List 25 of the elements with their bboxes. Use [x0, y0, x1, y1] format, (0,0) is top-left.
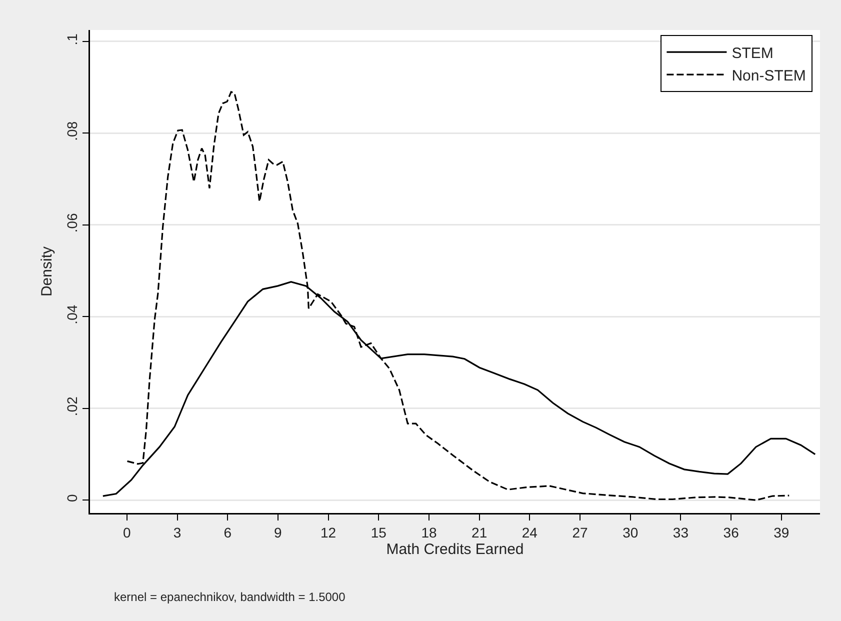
x-tick-label: 39 [774, 524, 790, 540]
x-tick-label: 30 [622, 524, 638, 540]
x-tick-label: 27 [572, 524, 588, 540]
y-axis-title: Density [38, 246, 56, 297]
y-tick-label: .04 [64, 304, 80, 324]
y-tick-label: .08 [64, 121, 80, 141]
x-tick-label: 12 [320, 524, 336, 540]
x-tick-label: 36 [723, 524, 740, 540]
x-tick-label: 9 [274, 524, 282, 540]
x-tick-label: 6 [224, 524, 232, 540]
y-tick-label: .06 [64, 212, 80, 233]
legend-label: STEM [732, 44, 774, 62]
text: kernel = epanechnikov, bandwidth = 1.5000 [114, 590, 346, 604]
y-tick-label: 0 [64, 494, 80, 502]
x-axis-title: Math Credits Earned [386, 541, 524, 558]
x-tick-label: 18 [421, 524, 437, 540]
legend-label: Non-STEM [732, 67, 806, 84]
y-tick-label: .02 [64, 396, 80, 416]
x-tick-label: 33 [672, 524, 689, 540]
x-tick-label: 21 [472, 524, 488, 540]
y-tick-label: .1 [64, 33, 80, 46]
x-tick-label: 24 [522, 524, 538, 540]
x-tick-label: 3 [173, 524, 182, 540]
x-tick-label: 0 [123, 524, 132, 540]
x-tick-label: 15 [370, 524, 387, 540]
